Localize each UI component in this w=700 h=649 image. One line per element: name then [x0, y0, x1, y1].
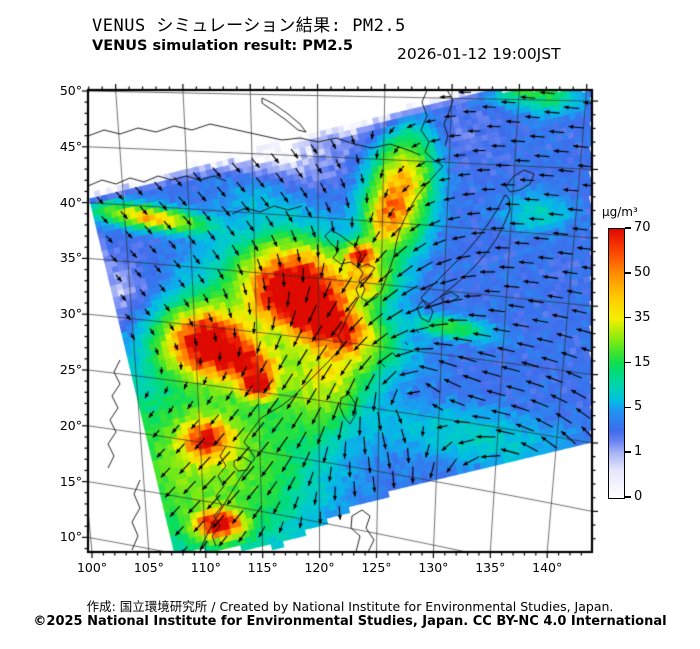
lon-tick-label: 115°: [247, 560, 278, 575]
lon-tick-label: 130°: [418, 560, 449, 575]
lat-tick-label: 20°: [59, 417, 82, 433]
lon-tick-label: 105°: [133, 560, 164, 575]
lon-tick-label: 135°: [475, 560, 506, 575]
colorbar-unit-label: µg/m³: [602, 205, 638, 219]
colorbar-tick-label: 50: [634, 264, 651, 280]
lat-tick-label: 15°: [59, 473, 82, 489]
lat-tick-label: 40°: [59, 194, 82, 210]
colorbar-tick-mark: [625, 316, 631, 319]
colorbar-tick-label: 70: [634, 220, 651, 235]
colorbar-tick-label: 5: [634, 399, 643, 415]
colorbar-tick-mark: [625, 496, 631, 498]
lon-tick-label: 110°: [190, 560, 221, 575]
lon-tick-label: 125°: [361, 560, 392, 575]
lat-tick-label: 50°: [59, 83, 82, 98]
lon-tick-label: 140°: [532, 560, 563, 575]
colorbar-gradient: [608, 228, 625, 499]
lon-tick-label: 120°: [304, 560, 335, 575]
lat-tick-label: 45°: [59, 138, 82, 154]
colorbar-tick-label: 35: [634, 309, 651, 325]
lat-tick-label: 10°: [59, 529, 82, 545]
colorbar-tick-label: 15: [634, 354, 651, 370]
credit-text: 作成: 国立環境研究所 / Created by National Instit…: [86, 599, 614, 614]
lat-tick-label: 35°: [59, 250, 82, 266]
colorbar-tick-label: 0: [634, 489, 643, 504]
colorbar-tick-label: 1: [634, 444, 643, 460]
colorbar-tick-mark: [625, 406, 631, 409]
valid-time-label: 2026-01-12 19:00JST: [397, 45, 561, 63]
lat-tick-label: 25°: [59, 362, 82, 377]
lon-tick-label: 100°: [76, 560, 108, 575]
colorbar-tick-mark: [625, 227, 631, 229]
copyright-text: ©2025 National Institute for Environment…: [33, 614, 667, 629]
page-title-english: VENUS simulation result: PM2.5: [92, 38, 353, 54]
page-title-japanese: VENUS シミュレーション結果: PM2.5: [92, 16, 406, 36]
colorbar-tick-mark: [625, 451, 631, 453]
lat-tick-label: 30°: [59, 306, 82, 322]
colorbar-tick-mark: [625, 272, 631, 274]
colorbar-tick-mark: [625, 361, 631, 364]
